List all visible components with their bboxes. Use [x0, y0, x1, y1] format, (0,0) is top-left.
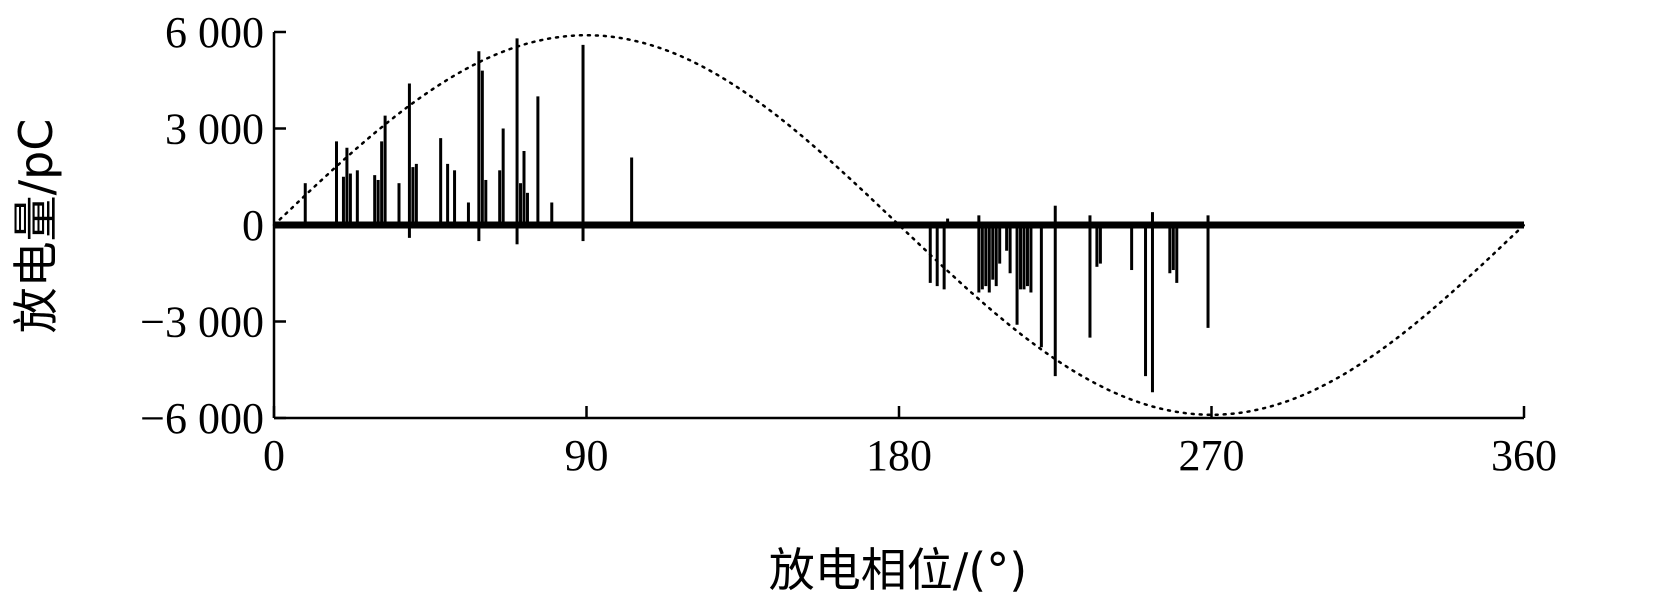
axes — [272, 30, 1526, 420]
y-tick-label: 6 000 — [165, 8, 264, 57]
y-tick-label: −6 000 — [140, 394, 264, 443]
y-tick-label: 0 — [242, 201, 264, 250]
x-tick-label: 180 — [866, 431, 932, 480]
x-tick-label: 270 — [1179, 431, 1245, 480]
x-tick-label: 360 — [1491, 431, 1557, 480]
x-tick-label: 0 — [263, 431, 285, 480]
y-axis-title: 放电量/pC — [9, 119, 63, 334]
x-tick-label: 90 — [565, 431, 609, 480]
x-axis-title: 放电相位/(°) — [769, 543, 1027, 597]
y-tick-label: −3 000 — [140, 298, 264, 347]
y-tick-label: 3 000 — [165, 105, 264, 154]
plot-area — [272, 33, 1526, 417]
reference-sine-curve — [272, 33, 1526, 417]
